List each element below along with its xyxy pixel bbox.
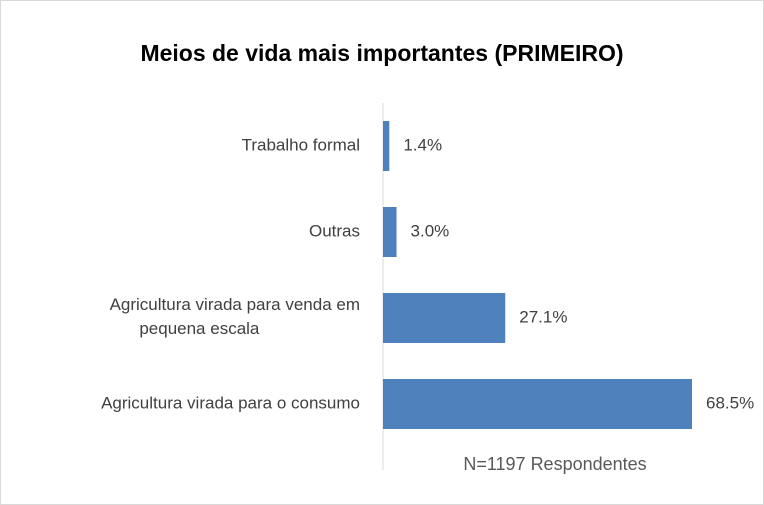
category-label: Agricultura virada para venda em pequena… xyxy=(110,295,360,338)
value-label: 27.1% xyxy=(519,307,567,326)
bar xyxy=(383,379,692,429)
category-label: Agricultura virada para o consumo xyxy=(101,393,360,412)
bar xyxy=(383,207,397,257)
value-label: 1.4% xyxy=(403,135,442,154)
bar xyxy=(383,121,390,171)
chart-title: Meios de vida mais importantes (PRIMEIRO… xyxy=(140,40,623,66)
bar xyxy=(383,293,506,343)
value-label: 68.5% xyxy=(706,393,754,412)
annotation: N=1197 Respondentes xyxy=(463,454,646,474)
category-label: Outras xyxy=(309,221,360,240)
value-label: 3.0% xyxy=(411,221,450,240)
category-label: Trabalho formal xyxy=(242,135,360,154)
